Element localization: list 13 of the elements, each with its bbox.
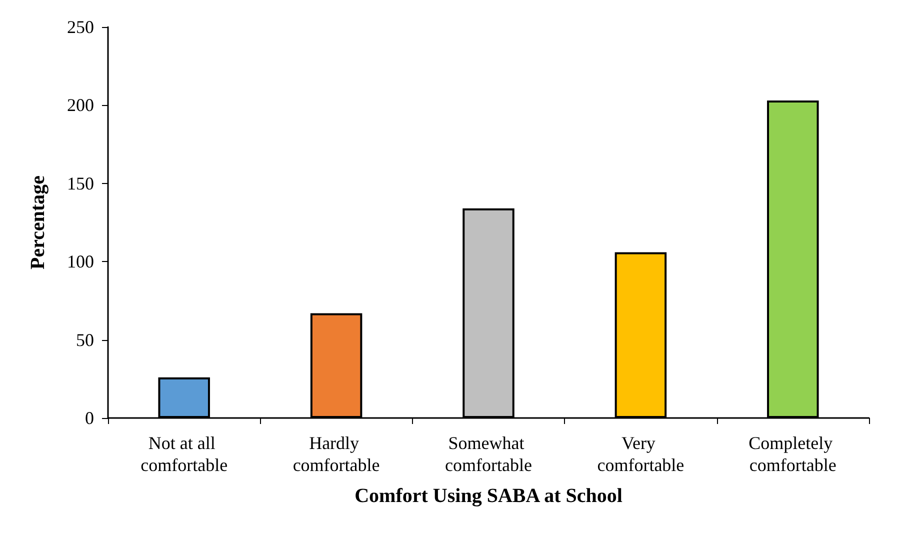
x-tick-label: Not at all comfortable — [140, 433, 228, 475]
y-tick-label: 50 — [76, 330, 94, 350]
x-axis-title: Comfort Using SABA at School — [354, 485, 623, 507]
y-tick-label: 0 — [85, 408, 94, 428]
y-tick-label: 100 — [67, 252, 94, 272]
x-tick-label: Somewhat comfortable — [445, 433, 532, 475]
x-tick-label: Very comfortable — [597, 433, 684, 475]
x-tick-label: Completely comfortable — [748, 433, 838, 475]
x-tick-label: Hardly comfortable — [292, 433, 380, 475]
y-tick-label: 150 — [67, 173, 94, 194]
y-tick-label: 200 — [67, 95, 94, 116]
y-tick-label: 250 — [67, 17, 94, 37]
y-axis-title: Percentage — [27, 175, 49, 270]
